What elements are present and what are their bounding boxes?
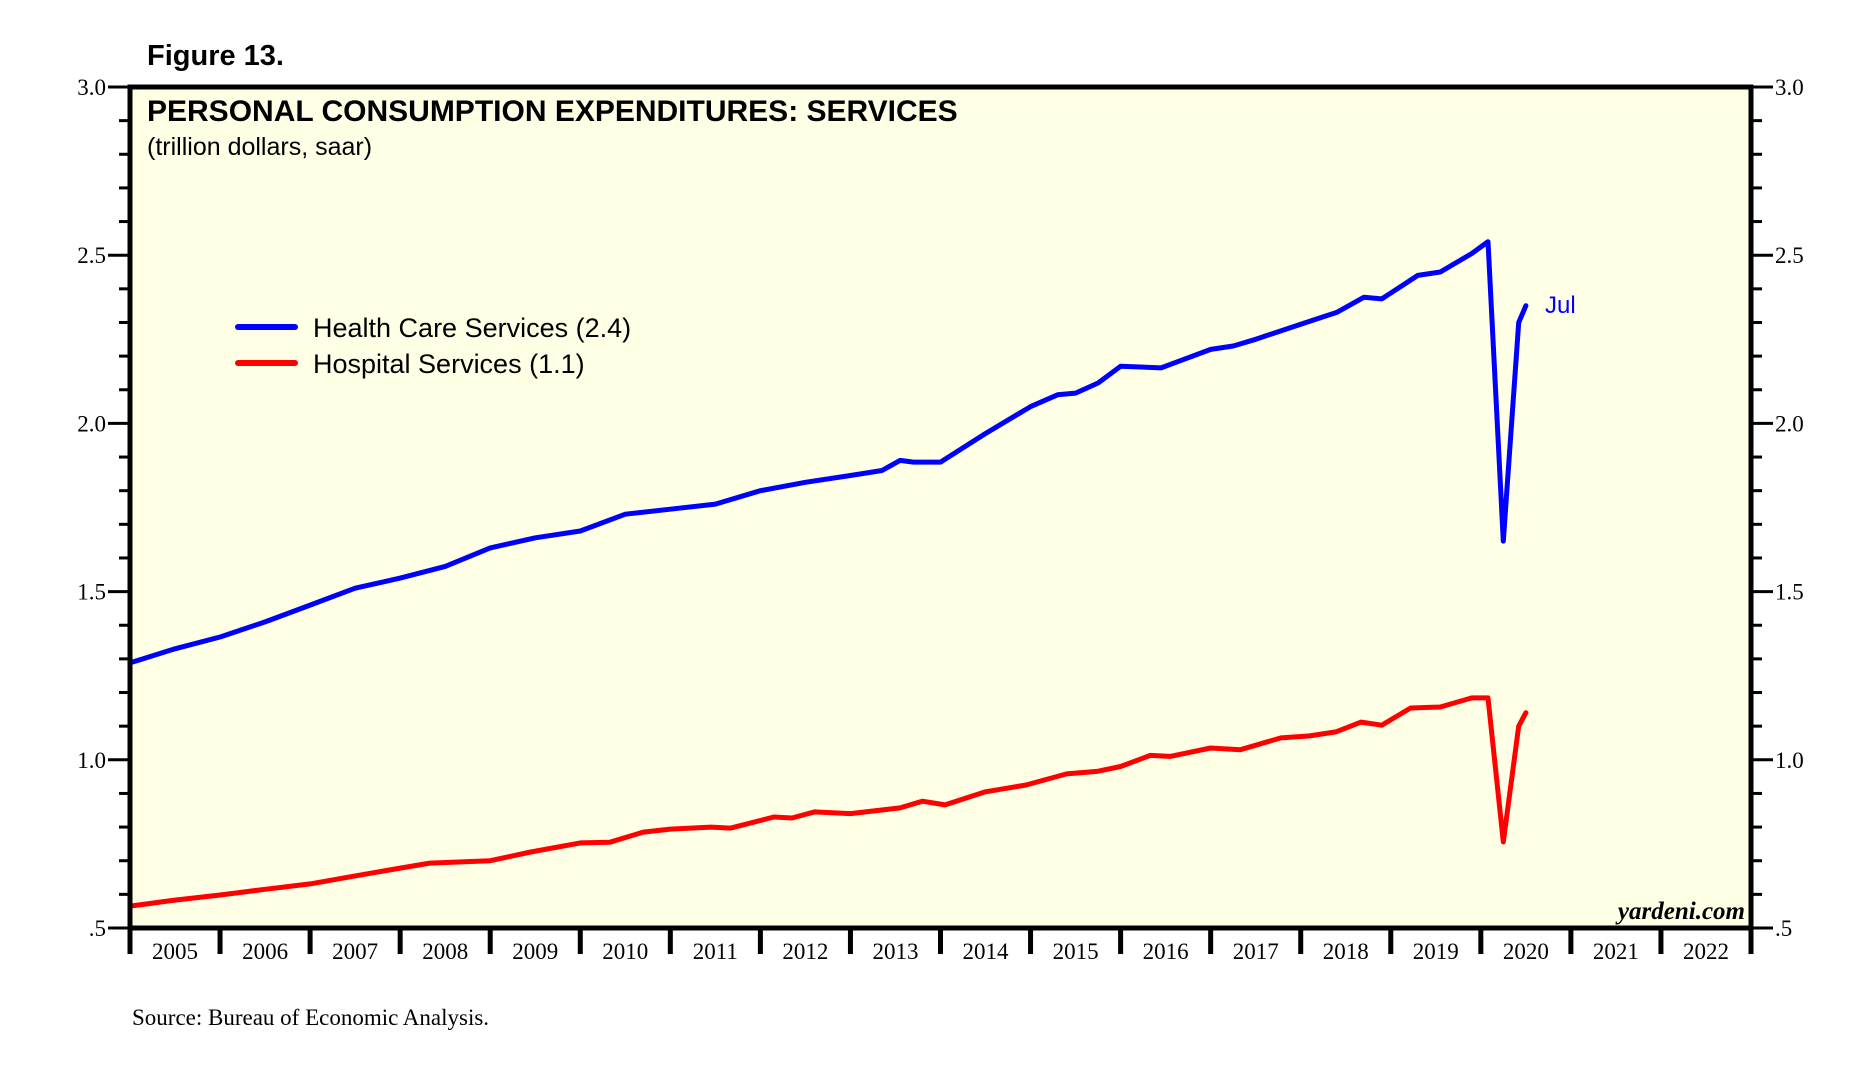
x-tick-label: 2015 bbox=[1053, 939, 1099, 964]
x-tick-label: 2012 bbox=[782, 939, 828, 964]
chart-title: PERSONAL CONSUMPTION EXPENDITURES: SERVI… bbox=[147, 95, 958, 128]
x-tick-label: 2005 bbox=[152, 939, 198, 964]
y-tick-label-right: 1.0 bbox=[1775, 748, 1804, 773]
legend: Health Care Services (2.4) Hospital Serv… bbox=[235, 313, 631, 379]
y-tick-label-left: 3.0 bbox=[77, 75, 106, 100]
x-tick-label: 2021 bbox=[1593, 939, 1639, 964]
x-tick-label: 2020 bbox=[1503, 939, 1549, 964]
x-tick-label: 2007 bbox=[332, 939, 378, 964]
legend-item-health-care: Health Care Services (2.4) bbox=[235, 313, 631, 343]
x-tick-label: 2016 bbox=[1143, 939, 1189, 964]
y-tick-label-left: 1.0 bbox=[77, 748, 106, 773]
y-tick-label-right: 2.5 bbox=[1775, 243, 1804, 268]
y-tick-label-right: .5 bbox=[1775, 916, 1792, 941]
series-line-hospital bbox=[127, 695, 1529, 909]
x-tick-label: 2006 bbox=[242, 939, 288, 964]
axis-layer: .5 .5 1.0 1.0 1.5 1.5 2.0 2.0 2.5 2.5 3.0 3.0 2005 20… bbox=[77, 75, 1804, 964]
legend-label-hospital: Hospital Services (1.1) bbox=[313, 349, 585, 379]
x-tick-label: 2008 bbox=[422, 939, 468, 964]
y-tick-label-left: 1.5 bbox=[77, 580, 106, 605]
y-tick-label-left: 2.5 bbox=[77, 243, 106, 268]
end-annotation-jul: Jul bbox=[1545, 292, 1576, 319]
watermark: yardeni.com bbox=[1615, 898, 1745, 925]
x-tick-label: 2022 bbox=[1683, 939, 1729, 964]
x-tick-label: 2018 bbox=[1323, 939, 1369, 964]
plot-area bbox=[130, 87, 1751, 928]
y-tick-label-right: 1.5 bbox=[1775, 580, 1804, 605]
x-tick-label: 2010 bbox=[602, 939, 648, 964]
legend-item-hospital: Hospital Services (1.1) bbox=[235, 349, 585, 379]
x-tick-label: 2017 bbox=[1233, 939, 1279, 964]
x-tick-label: 2011 bbox=[693, 939, 738, 964]
series-line-health-care bbox=[127, 239, 1529, 666]
figure-label: Figure 13. bbox=[147, 40, 284, 72]
y-tick-label-right: 2.0 bbox=[1775, 411, 1804, 436]
x-tick-label: 2014 bbox=[963, 939, 1010, 964]
x-tick-label: 2009 bbox=[512, 939, 558, 964]
y-tick-label-left: 2.0 bbox=[77, 411, 106, 436]
x-tick-label: 2013 bbox=[872, 939, 918, 964]
source-note: Source: Bureau of Economic Analysis. bbox=[132, 1005, 489, 1030]
x-tick-label: 2019 bbox=[1413, 939, 1459, 964]
y-tick-label-right: 3.0 bbox=[1775, 75, 1804, 100]
legend-label-health-care: Health Care Services (2.4) bbox=[313, 313, 631, 343]
series-layer bbox=[127, 239, 1529, 909]
y-tick-label-left: .5 bbox=[89, 916, 106, 941]
chart-subtitle: (trillion dollars, saar) bbox=[147, 133, 372, 161]
